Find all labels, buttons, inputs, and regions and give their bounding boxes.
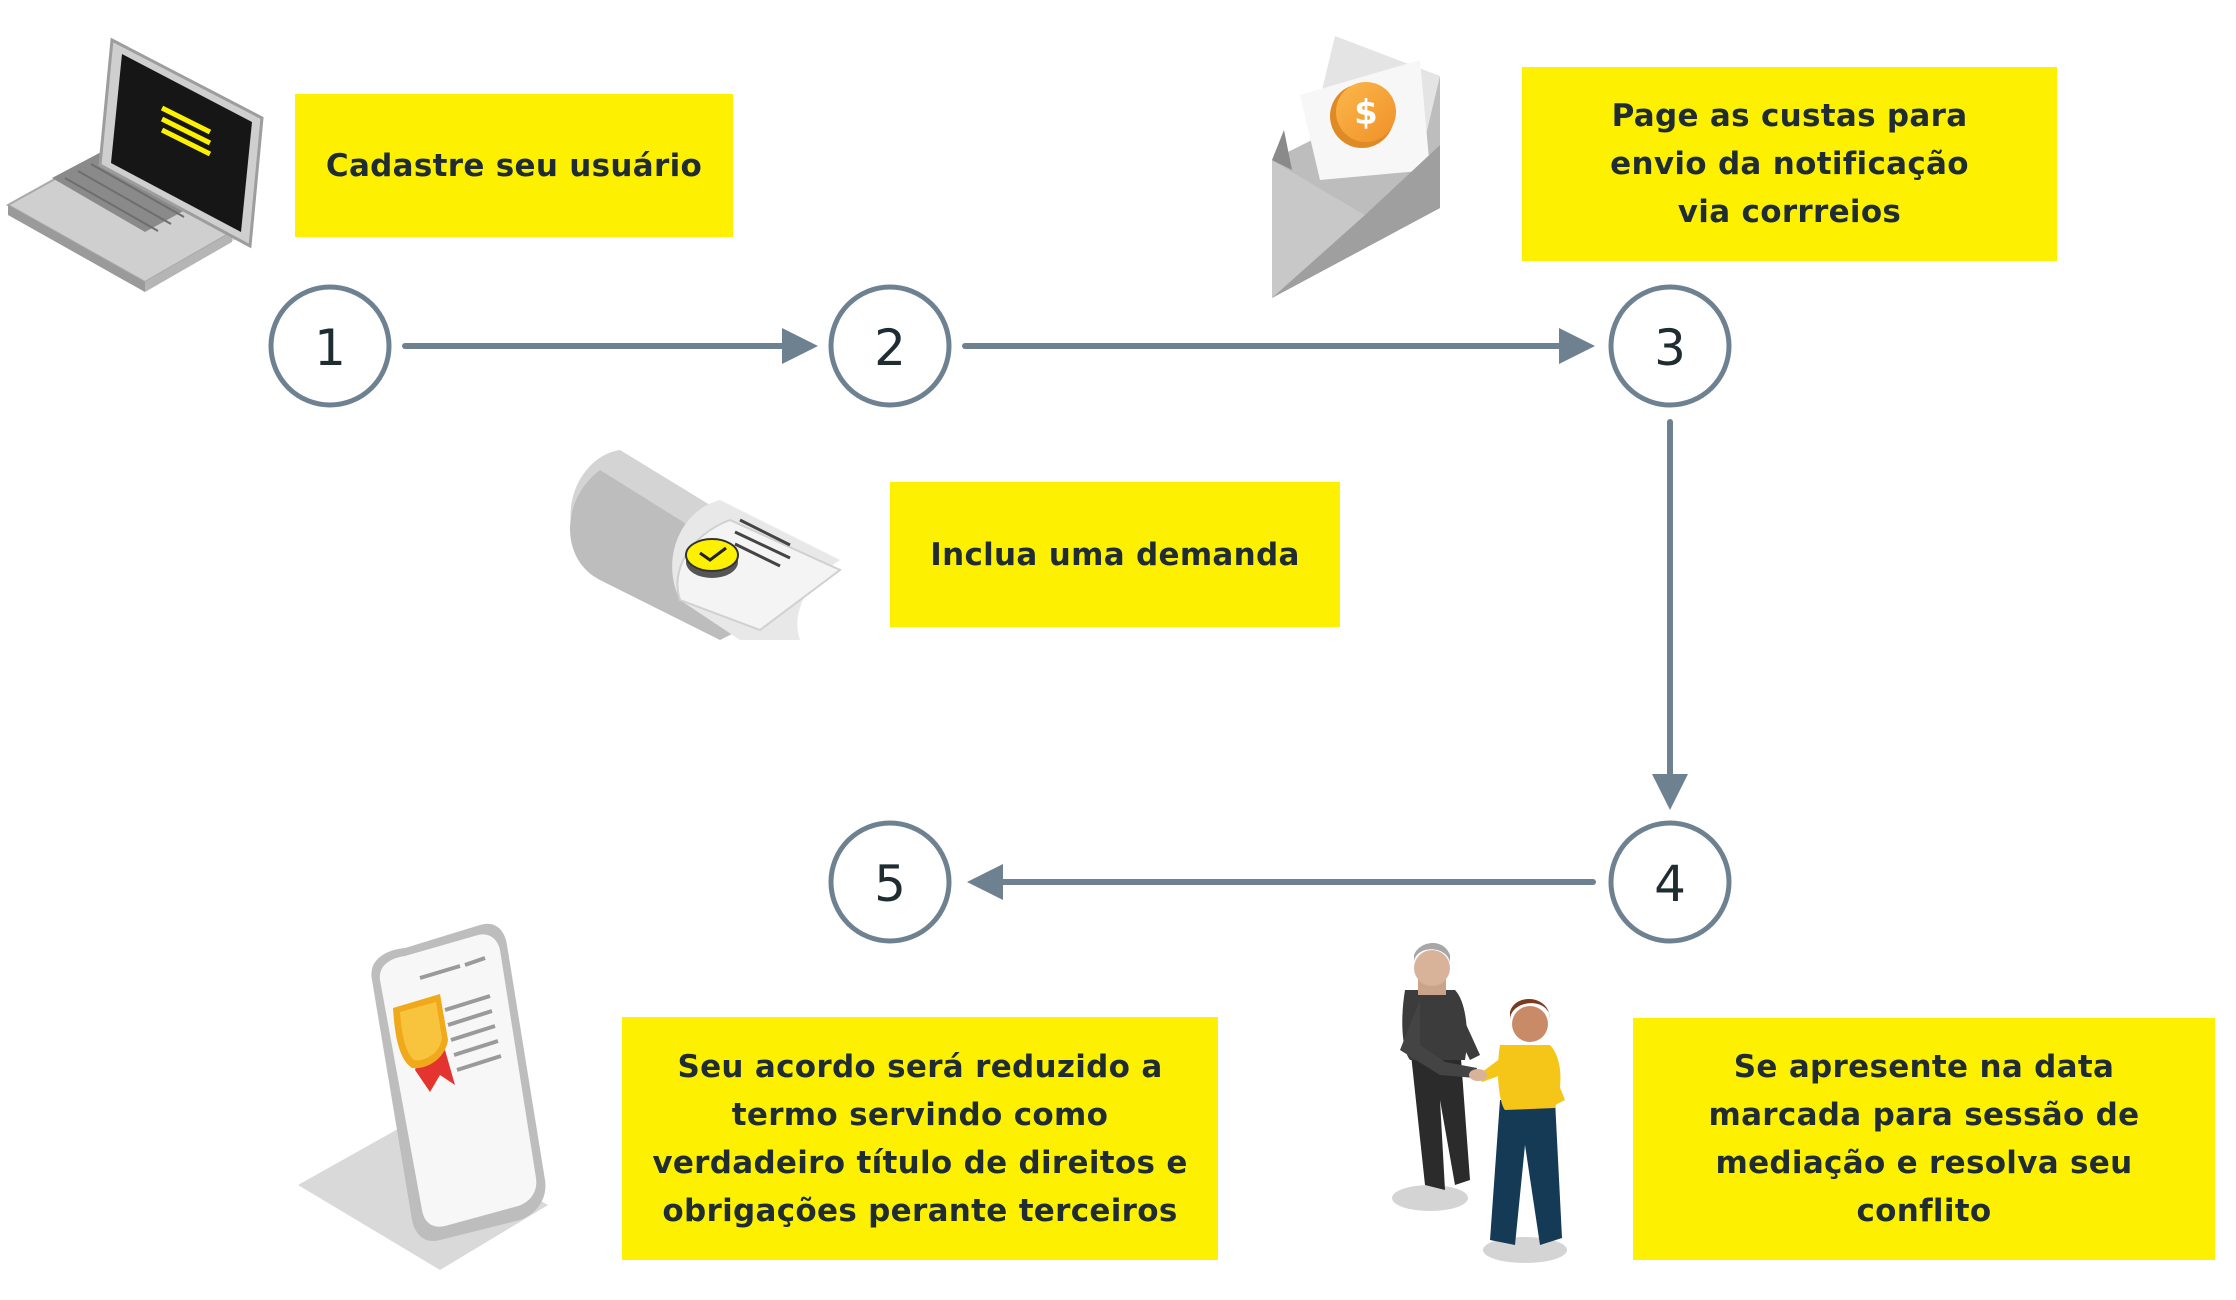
step-2-circle: 2	[828, 284, 952, 408]
step-1-note: Cadastre seu usuário	[295, 94, 733, 237]
arrows	[402, 328, 1688, 900]
step-1-number: 1	[314, 319, 346, 377]
laptop-icon	[5, 37, 264, 292]
step-5-note: Seu acordo será reduzido a termo servind…	[622, 1017, 1218, 1260]
step-4-number: 4	[1654, 855, 1686, 913]
step-3-circle: 3	[1608, 284, 1732, 408]
envelope-coin-icon: $	[1272, 36, 1440, 298]
step-3-text: Page as custas para envio da notificação…	[1610, 98, 1969, 230]
step-5-text: Seu acordo será reduzido a termo servind…	[652, 1048, 1188, 1229]
step-5-number: 5	[874, 855, 906, 913]
step-4-text: Se apresente na data marcada para sessão…	[1708, 1049, 2140, 1229]
step-2-text: Inclua uma demanda	[930, 536, 1300, 573]
document-check-icon	[570, 450, 842, 640]
step-5-circle: 5	[828, 820, 952, 944]
handshake-icon	[1392, 942, 1567, 1263]
step-2-number: 2	[874, 319, 906, 377]
step-3-note: Page as custas para envio da notificação…	[1522, 67, 2057, 261]
step-4-circle: 4	[1608, 820, 1732, 944]
step-2-note: Inclua uma demanda	[890, 482, 1340, 627]
step-4-note: Se apresente na data marcada para sessão…	[1633, 1018, 2215, 1260]
svg-text:$: $	[1354, 93, 1378, 133]
step-3-number: 3	[1654, 319, 1686, 377]
step-1-text: Cadastre seu usuário	[325, 147, 703, 184]
certificate-tablet-icon	[298, 923, 548, 1270]
step-1-circle: 1	[268, 284, 392, 408]
